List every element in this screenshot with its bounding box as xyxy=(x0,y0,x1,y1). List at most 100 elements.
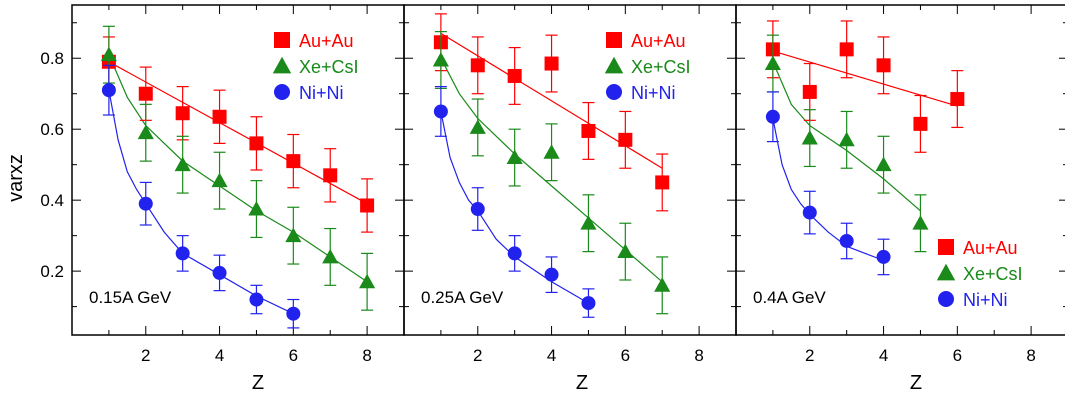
y-tick-label: 0.8 xyxy=(40,49,64,68)
data-point xyxy=(432,51,449,67)
x-tick-label: 2 xyxy=(805,346,814,365)
legend-label: Ni+Ni xyxy=(299,83,344,103)
data-point xyxy=(506,149,523,165)
fit-line xyxy=(772,118,884,262)
data-point xyxy=(581,123,596,138)
data-point xyxy=(433,104,448,119)
data-point xyxy=(100,46,117,62)
fit-line xyxy=(772,50,958,107)
x-tick-label: 6 xyxy=(621,346,630,365)
data-point xyxy=(175,246,190,261)
data-point xyxy=(286,306,301,321)
data-point xyxy=(618,132,633,147)
legend-label: Xe+CsI xyxy=(631,57,691,77)
x-axis-title-panel-2: Z xyxy=(576,372,588,394)
data-point xyxy=(838,131,855,147)
legend-marker xyxy=(274,84,290,100)
y-tick-label: 0.4 xyxy=(40,191,64,210)
y-axis-title: varxz xyxy=(5,154,27,202)
legend-label: Ni+Ni xyxy=(631,83,676,103)
data-point xyxy=(137,124,154,140)
legend-label: Au+Au xyxy=(963,238,1018,258)
x-tick-label: 2 xyxy=(473,346,482,365)
plot-frame xyxy=(403,4,737,336)
data-point xyxy=(950,92,965,107)
panel-label: 0.4A GeV xyxy=(753,288,826,307)
legend-marker xyxy=(936,263,956,281)
data-point xyxy=(138,196,153,211)
data-point xyxy=(249,292,264,307)
data-point xyxy=(802,205,817,220)
x-tick-label: 4 xyxy=(547,346,556,365)
x-axis-title-panel-1: Z xyxy=(252,372,264,394)
fit-line xyxy=(108,90,294,315)
data-point xyxy=(322,248,339,264)
data-point xyxy=(912,215,929,230)
data-point xyxy=(543,144,560,159)
panel-label: 0.15A GeV xyxy=(89,288,172,307)
data-point xyxy=(801,130,818,145)
panels: 2 4 6 8 0.2 0.4 0.6 0.8 0.15A GeV Au+Au Xe+CsI Ni+N… xyxy=(40,4,1065,365)
legend-marker xyxy=(274,32,290,48)
data-point xyxy=(580,215,597,230)
y-tick-label: 0.2 xyxy=(40,262,64,281)
data-point xyxy=(839,42,854,57)
x-tick-label: 8 xyxy=(362,346,371,365)
data-point xyxy=(654,277,671,292)
legend-marker xyxy=(938,291,954,307)
data-point xyxy=(248,200,265,216)
data-point xyxy=(470,202,485,217)
data-point xyxy=(507,246,522,261)
fit-line xyxy=(440,57,663,283)
data-point xyxy=(249,136,264,151)
data-point xyxy=(211,172,228,188)
data-point xyxy=(285,227,302,243)
data-point xyxy=(802,84,817,99)
data-point xyxy=(286,154,301,169)
data-point xyxy=(507,68,522,83)
x-tick-label: 6 xyxy=(953,346,962,365)
data-point xyxy=(175,106,190,121)
x-tick-label: 6 xyxy=(289,346,298,365)
data-point xyxy=(138,86,153,101)
data-point xyxy=(323,168,338,183)
legend-marker xyxy=(606,32,622,48)
legend-label: Ni+Ni xyxy=(963,290,1008,310)
data-point xyxy=(839,233,854,248)
data-point xyxy=(359,273,376,289)
fit-line xyxy=(772,61,921,212)
legend-marker xyxy=(938,239,954,255)
legend-marker xyxy=(604,56,624,74)
data-point xyxy=(212,109,227,124)
data-point xyxy=(212,265,227,280)
panel-2: 2 4 6 8 0.25A GeV Au+Au Xe+CsI Ni+Ni xyxy=(403,4,737,365)
panel-1: 2 4 6 8 0.2 0.4 0.6 0.8 0.15A GeV Au+Au Xe+CsI Ni+N… xyxy=(40,4,405,365)
data-point xyxy=(764,55,781,70)
data-point xyxy=(875,156,892,172)
data-point xyxy=(876,58,891,73)
legend-marker xyxy=(272,56,292,74)
data-point xyxy=(469,119,486,134)
data-point xyxy=(655,175,670,190)
data-point xyxy=(470,58,485,73)
data-point xyxy=(360,198,375,213)
legend-label: Au+Au xyxy=(631,31,686,51)
x-tick-label: 8 xyxy=(694,346,703,365)
panel-3: 2 4 6 8 0.4A GeV Au+Au Xe+CsI Ni+Ni xyxy=(735,4,1065,365)
data-point xyxy=(174,156,191,172)
data-point xyxy=(101,83,116,98)
legend-label: Xe+CsI xyxy=(963,264,1023,284)
data-point xyxy=(765,109,780,124)
legend-label: Au+Au xyxy=(299,31,354,51)
data-point xyxy=(876,249,891,264)
x-tick-label: 8 xyxy=(1026,346,1035,365)
data-point xyxy=(581,296,596,311)
data-point xyxy=(617,243,634,259)
x-tick-label: 2 xyxy=(141,346,150,365)
data-point xyxy=(913,116,928,131)
panel-label: 0.25A GeV xyxy=(421,288,504,307)
plot-frame xyxy=(735,4,1065,336)
y-tick-label: 0.6 xyxy=(40,120,64,139)
x-axis-title-panel-3: Z xyxy=(910,372,922,394)
